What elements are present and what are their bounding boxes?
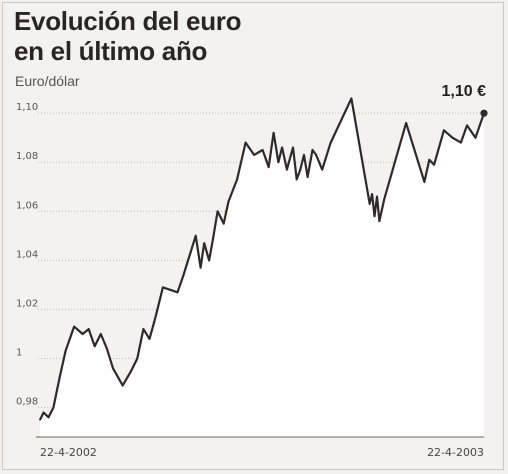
data-point [303,154,305,156]
data-point [460,141,462,144]
y-axis-ticks: 0,98 1 1,02 1,04 1,06 1,08 1,10 [16,102,38,407]
data-point [261,149,264,151]
data-point [203,242,205,244]
data-point [169,289,171,291]
chart-title: Evolución del euro en el último año [14,6,242,66]
data-point [100,333,102,335]
data-point [253,154,255,156]
data-point [42,411,45,414]
data-point [371,193,373,195]
unit-label: Euro/dólar [15,73,80,89]
data-point [93,345,96,348]
y-tick-label: 1,04 [16,249,38,260]
x-tick-label-end: 22-4-2003 [427,446,484,459]
data-point [329,141,332,144]
data-point [321,168,324,171]
data-point [292,146,294,149]
data-point [286,168,288,171]
data-point [236,178,238,181]
data-point [39,419,41,421]
end-point-marker [480,109,488,117]
data-point [378,220,381,222]
data-point [244,141,247,144]
data-point [295,178,298,181]
data-point [405,122,407,124]
data-point [130,370,132,372]
y-tick-label: 1 [16,347,22,358]
area-fill [40,98,484,437]
data-point [64,350,67,352]
y-tick-label: 0,98 [16,397,38,408]
data-points [39,97,485,421]
data-point [142,328,145,330]
data-point [216,210,219,213]
y-tick-label: 1,10 [16,102,38,113]
data-point [311,149,314,151]
data-point [58,377,61,379]
data-point [433,163,435,166]
data-point [112,367,114,370]
data-point [299,168,302,171]
data-point [52,406,55,409]
data-point [281,146,283,149]
data-point [211,239,214,242]
data-point [272,132,275,134]
data-point [121,384,124,387]
data-point [208,259,210,262]
data-point [176,291,179,294]
x-tick-label-start: 22-4-2002 [40,446,97,459]
data-point [466,124,468,127]
data-point [443,129,445,132]
data-point [451,136,454,139]
data-point [154,316,157,318]
data-point [136,357,139,360]
data-point [227,200,230,203]
y-tick-label: 1,06 [16,200,38,211]
data-point [350,97,353,100]
data-point [81,333,84,335]
data-point [423,181,426,183]
data-point [188,254,191,257]
data-point [383,198,386,200]
data-point [194,235,197,237]
data-point [428,159,431,161]
end-value-label: 1,10 € [442,83,487,100]
data-point [267,166,270,168]
data-point [277,161,280,163]
data-point [199,266,202,269]
data-point [373,215,376,217]
data-point [73,325,75,328]
data-point [182,274,185,276]
data-point [474,136,477,139]
data-point [87,328,90,330]
data-point [376,195,378,198]
data-point [306,176,309,178]
y-tick-label: 1,02 [16,298,38,309]
data-point [315,154,317,156]
data-point [106,347,108,350]
data-point [368,203,371,205]
data-point [162,286,164,289]
data-point [222,222,225,225]
data-point [148,338,151,340]
data-point [47,416,50,419]
y-tick-label: 1,08 [16,151,38,162]
